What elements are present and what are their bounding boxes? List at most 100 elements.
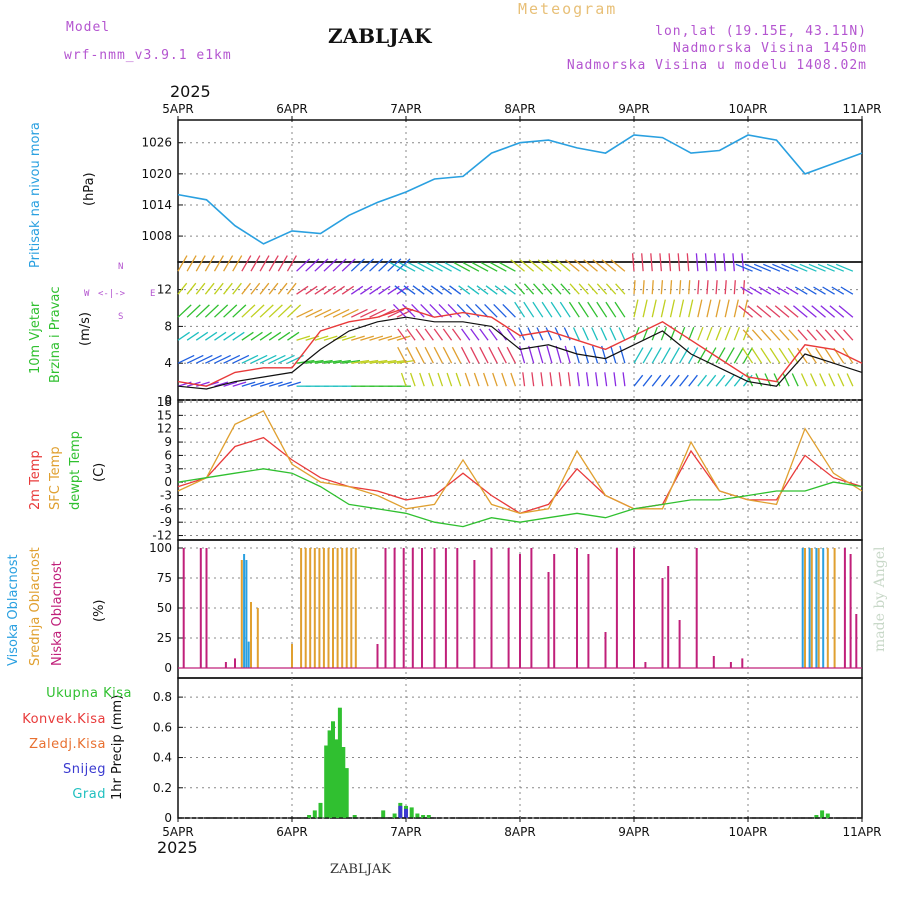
y-tick-label-precipitation: 0.8 [153,690,172,704]
wind-arrow [360,285,373,295]
wind-arrow [829,305,845,318]
wind-arrow [259,255,270,272]
wind-arrow [541,301,553,318]
wind-arrow [642,347,653,364]
wind-arrow [738,305,753,318]
wind-arrow [724,326,731,341]
precip-bar [409,807,414,818]
station-coords: lon,lat (19.15E, 43.11N) [655,24,867,39]
precip-bar [398,805,403,818]
wind-arrow [792,305,808,318]
wind-arrow [558,372,562,387]
cloud-bar [304,548,307,668]
cloud-bar [473,560,476,668]
wind-arrow [277,255,288,272]
wind-arrow [733,347,744,364]
wind-arrow [305,285,318,295]
wind-arrow [435,262,452,272]
wind-arrow [213,255,224,272]
wind-arrow [735,263,753,272]
y-tick-label-wind: 0 [164,393,172,407]
wind-arrow [824,329,836,341]
wind-arrow [359,258,375,272]
wind-arrow [223,381,238,387]
wind-arrow [429,303,443,318]
precip-bar [331,721,335,818]
wind-arrow [686,253,690,272]
wind-arrow [195,304,210,318]
precip-bar [392,813,397,818]
wind-arrow [419,372,425,387]
y-tick-label-temperature: 15 [157,408,172,422]
compass-e: E [150,289,156,299]
wind-arrow [499,262,516,272]
wind-arrow [546,345,553,364]
wind-arrow [378,258,393,272]
wind-arrow [642,280,645,295]
wind-arrow [241,304,256,318]
wind-arrow [493,303,507,318]
wind-arrow [564,345,571,364]
wind-arrow [697,280,700,295]
wind-arrow [615,283,626,295]
wind-arrow [350,308,368,318]
year-bottom: 2025 [157,838,198,857]
wind-arrow [528,259,544,272]
cloud-bar [490,548,493,668]
wind-arrow [177,304,192,318]
wind-arrow [828,373,836,387]
wind-arrow [618,327,626,341]
wind-arrow [560,283,571,295]
wind-arrow [833,329,845,341]
wind-arrow [314,359,333,364]
wind-arrow [614,301,626,318]
wind-arrow [531,372,535,387]
y-tick-label-wind: 4 [164,356,172,370]
wind-arrow [733,326,741,341]
wind-arrow [268,282,279,295]
wind-arrow [733,280,736,295]
wind-arrow [631,253,635,272]
wind-arrow [403,285,416,295]
wind-arrow [397,328,407,341]
wind-arrow [820,305,836,318]
wind-arrow [542,283,553,295]
wind-arrow [622,372,626,387]
cloud-bar [341,548,344,668]
wind-arrow [592,259,608,272]
y-tick-label-precipitation: 0.6 [153,720,172,734]
wind-arrow [305,258,320,272]
compass-w: W [84,289,90,299]
cloud-bar [421,548,423,668]
wind-arrow [296,335,311,341]
wind-arrow [813,286,826,295]
wind-arrow [751,329,763,341]
wind-arrow [669,299,676,318]
wind-arrow [259,331,272,341]
wind-arrow [241,354,259,364]
cloud-bar [604,632,607,668]
y-tick-label-temperature: 12 [157,422,172,436]
wind-arrow [461,328,471,341]
wind-arrow [633,347,644,364]
precip-bar [814,815,819,818]
precip-bar [426,815,431,818]
cloud-bar [336,548,339,668]
precip-bar [334,739,339,818]
wind-gust-line [177,307,863,387]
x-tick-label-bottom: 11APR [842,825,881,839]
cloud-bar [240,560,243,668]
wind-arrow [790,263,808,272]
wind-arrow [485,285,498,295]
wind-arrow [415,346,425,364]
cloud-bar [587,554,590,668]
cloud-bar [615,548,618,668]
wind-arrow [451,346,462,364]
wind-arrow [411,303,425,318]
wind-arrow [815,329,827,341]
cloud-bar [291,644,293,668]
cloud-bar [810,548,813,668]
wind-arrow [177,255,188,272]
wind-arrow [286,255,297,272]
wind-arrow [453,262,471,272]
